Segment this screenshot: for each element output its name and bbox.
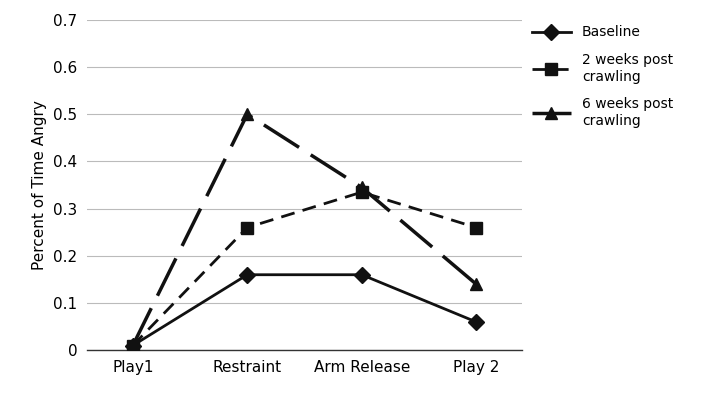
Y-axis label: Percent of Time Angry: Percent of Time Angry: [33, 100, 47, 270]
Legend: Baseline, 2 weeks post
crawling, 6 weeks post
crawling: Baseline, 2 weeks post crawling, 6 weeks…: [526, 20, 679, 133]
